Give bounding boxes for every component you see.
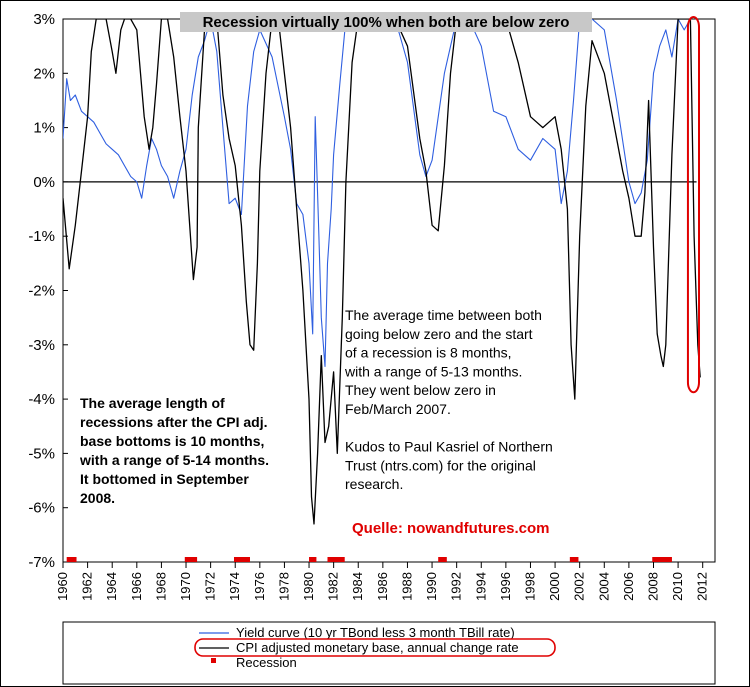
- legend-swatch: [211, 658, 216, 663]
- y-tick-label: -2%: [28, 283, 55, 300]
- x-tick-label: 1968: [153, 572, 168, 601]
- x-axis: 1960 1962 1964 1966 1968 1970 1972 1974 1976 1978…: [55, 562, 710, 601]
- y-tick-label: 1%: [33, 120, 55, 137]
- x-tick-label: 1978: [276, 572, 291, 601]
- recession-bar: [438, 557, 447, 562]
- annotation-right-line: The average time between both: [345, 307, 542, 323]
- legend: Yield curve (10 yr TBond less 3 month TB…: [194, 625, 556, 670]
- x-tick-label: 2004: [596, 572, 611, 601]
- legend-label: CPI adjusted monetary base, annual chang…: [236, 640, 519, 655]
- x-tick-label: 1970: [178, 572, 193, 601]
- x-tick-label: 2000: [547, 572, 562, 601]
- x-tick-label: 1984: [350, 572, 365, 601]
- x-tick-label: 1966: [129, 572, 144, 601]
- monetary-base-line: [63, 19, 701, 525]
- x-tick-label: 1990: [424, 572, 439, 601]
- y-tick-label: -3%: [28, 337, 55, 354]
- x-tick-label: 1972: [203, 572, 218, 601]
- recession-bar: [569, 557, 579, 562]
- y-tick-label: 0%: [33, 174, 55, 191]
- x-tick-label: 1962: [80, 572, 95, 601]
- y-tick-label: -4%: [28, 391, 55, 408]
- x-tick-label: 1988: [399, 572, 414, 601]
- y-tick-label: 2%: [33, 65, 55, 82]
- recession-bar: [233, 557, 250, 562]
- y-tick-label: -6%: [28, 500, 55, 517]
- annotation-right-line: They went below zero in: [345, 382, 496, 398]
- x-tick-label: 1964: [104, 572, 119, 601]
- yield-curve-line: [63, 19, 691, 368]
- x-tick-label: 1992: [449, 572, 464, 601]
- x-tick-label: 2006: [621, 572, 636, 601]
- x-tick-label: 2002: [572, 572, 587, 601]
- highlight-oval: [686, 16, 701, 394]
- y-tick-label: 3%: [33, 11, 55, 28]
- y-tick-label: -1%: [28, 228, 55, 245]
- recession-bar: [309, 557, 317, 562]
- source-credit: Quelle: nowandfutures.com: [352, 520, 550, 537]
- annotation-left-line: base bottoms is 10 months,: [80, 433, 264, 449]
- annotation-right: The average time between both going below…: [344, 307, 553, 492]
- y-axis: 3% 2% 1% 0% -1% -2% -3% -4% -5% -6% -7%: [28, 11, 68, 571]
- legend-box: [62, 621, 716, 685]
- x-tick-label: 1982: [326, 572, 341, 601]
- x-tick-label: 1976: [252, 572, 267, 601]
- annotation-right-line: Kudos to Paul Kasriel of Northern: [345, 439, 553, 455]
- annotation-left-line: with a range of 5-14 months.: [79, 452, 269, 468]
- legend-label: Yield curve (10 yr TBond less 3 month TB…: [236, 625, 515, 640]
- annotation-left-line: 2008.: [80, 490, 115, 506]
- recession-bar: [184, 557, 198, 562]
- chart-title: Recession virtually 100% when both are b…: [203, 14, 570, 31]
- legend-highlight: [194, 638, 556, 657]
- x-tick-label: 1994: [473, 572, 488, 601]
- x-tick-label: 1986: [375, 572, 390, 601]
- annotation-left-line: It bottomed in September: [80, 471, 249, 487]
- recession-bar: [652, 557, 672, 562]
- y-tick-label: -5%: [28, 445, 55, 462]
- recession-bar: [66, 557, 77, 562]
- annotation-right-line: Trust (ntrs.com) for the original: [345, 457, 536, 473]
- annotation-left-line: recessions after the CPI adj.: [80, 414, 268, 430]
- recession-bars: [66, 557, 672, 562]
- x-tick-label: 2010: [670, 572, 685, 601]
- annotation-right-line: of a recession is 8 months,: [345, 345, 512, 361]
- x-tick-label: 2008: [645, 572, 660, 601]
- series-layer: [63, 19, 701, 525]
- y-tick-label: -7%: [28, 554, 55, 571]
- x-tick-label: 1974: [227, 572, 242, 601]
- annotation-right-line: going below zero and the start: [345, 326, 533, 342]
- x-tick-label: 1996: [498, 572, 513, 601]
- annotation-right-line: with a range of 5-13 months.: [344, 363, 522, 379]
- recession-bar: [327, 557, 345, 562]
- title-background: [180, 12, 592, 32]
- annotation-left-line: The average length of: [80, 395, 225, 411]
- x-tick-label: 2012: [695, 572, 710, 601]
- annotation-left: The average length of recessions after th…: [79, 395, 269, 506]
- x-tick-label: 1998: [522, 572, 537, 601]
- x-tick-label: 1980: [301, 572, 316, 601]
- legend-label: Recession: [236, 655, 297, 670]
- x-tick-label: 1960: [55, 572, 70, 601]
- annotation-right-line: Feb/March 2007.: [345, 401, 451, 417]
- plot-area: [62, 18, 716, 563]
- annotation-right-line: research.: [345, 476, 403, 492]
